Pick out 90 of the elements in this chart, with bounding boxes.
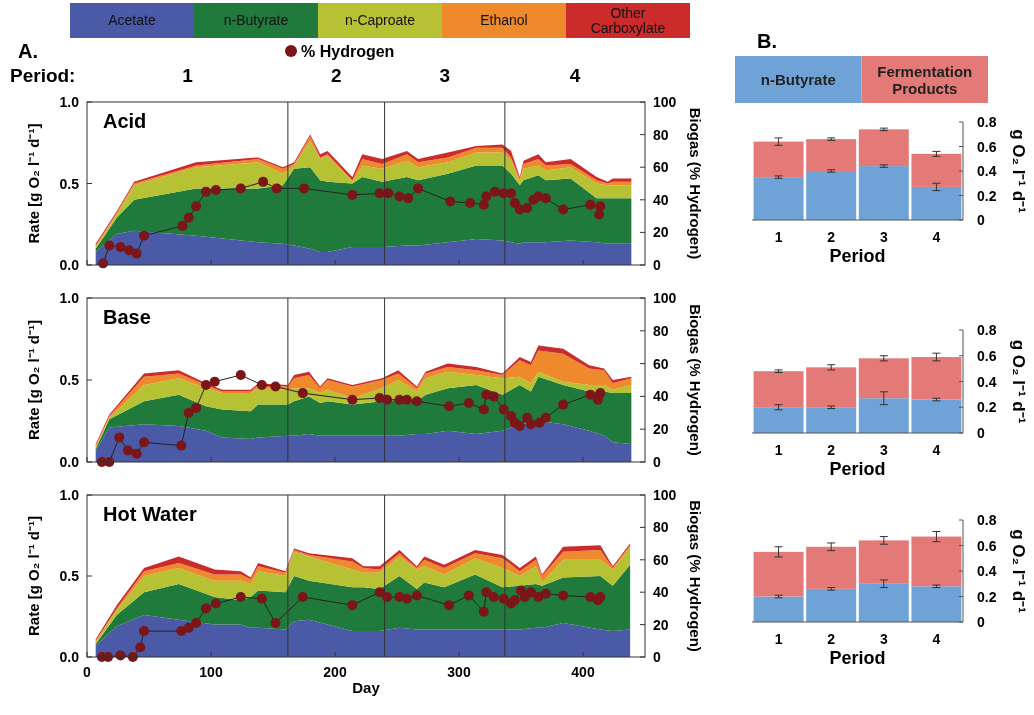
y-tick-label: 0.2 xyxy=(977,399,997,416)
y-tick-label: 0.6 xyxy=(977,138,997,155)
chart-title: Acid xyxy=(103,110,147,132)
y2-tick-label: 0 xyxy=(653,649,661,665)
x-tick-label: 100 xyxy=(199,664,223,680)
x-tick-label: 2 xyxy=(827,229,836,245)
x-tick-label: 0 xyxy=(83,664,92,680)
text: Period: xyxy=(10,65,76,86)
y-tick-label: 1.0 xyxy=(59,487,80,503)
legend-label: % Hydrogen xyxy=(301,43,395,60)
x-axis-title: Period xyxy=(829,246,886,266)
chart-title: Hot Water xyxy=(103,503,197,525)
text: 4 xyxy=(569,65,581,86)
y2-tick-label: 60 xyxy=(653,551,669,568)
y-tick-label: 0.0 xyxy=(59,454,80,470)
text: Acetate xyxy=(108,12,156,28)
y-tick-label: 0.5 xyxy=(59,372,80,388)
x-tick-label: 400 xyxy=(571,664,595,680)
y-tick-label: 0.6 xyxy=(977,347,997,364)
y-tick-label: 0.0 xyxy=(59,649,80,665)
y2-tick-label: 20 xyxy=(653,421,669,438)
y-tick-label: 0.5 xyxy=(59,175,80,192)
x-tick-label: 3 xyxy=(879,631,888,647)
y-tick-label: 0.5 xyxy=(59,568,80,584)
y-tick-label: 1.0 xyxy=(59,94,80,110)
x-tick-label: 1 xyxy=(774,442,783,458)
y2-tick-label: 40 xyxy=(653,191,669,208)
text: Ethanol xyxy=(480,12,528,28)
x-tick-label: 1 xyxy=(774,229,783,245)
x-axis-title: Period xyxy=(829,648,886,668)
y2-tick-label: 80 xyxy=(653,519,669,536)
x-tick-label: 3 xyxy=(879,442,888,458)
y-tick-label: 0.0 xyxy=(59,257,80,273)
y-tick-label: 0.8 xyxy=(977,322,997,338)
text: Fermentation Products xyxy=(877,63,973,97)
y-tick-label: 0.8 xyxy=(977,512,997,528)
y2-axis-title: Biogas (% Hydrogen) xyxy=(687,304,704,456)
text: 1 xyxy=(182,65,194,86)
chart-title: Base xyxy=(103,306,151,328)
y2-tick-label: 60 xyxy=(653,159,669,176)
x-tick-label: 2 xyxy=(827,631,836,647)
x-axis-title: Period xyxy=(829,459,886,479)
y-tick-label: 0.4 xyxy=(977,373,997,390)
y2-tick-label: 0 xyxy=(653,454,661,470)
text: n-Caproate xyxy=(344,12,416,28)
y-tick-label: 0 xyxy=(977,212,985,228)
y-axis-title: g O₂ l⁻¹ d⁻¹ xyxy=(1009,529,1028,614)
y-tick-label: 1.0 xyxy=(59,290,80,306)
y2-axis-title: Biogas (% Hydrogen) xyxy=(687,500,704,652)
text: n-Butyrate xyxy=(760,71,836,88)
y-tick-label: 0.6 xyxy=(977,537,997,554)
y2-tick-label: 40 xyxy=(653,584,669,601)
x-tick-label: 3 xyxy=(879,229,888,245)
text: 2 xyxy=(330,65,342,86)
y-tick-label: 0.8 xyxy=(977,114,997,130)
y2-tick-label: 100 xyxy=(653,94,677,110)
y2-tick-label: 20 xyxy=(653,616,669,633)
y-tick-label: 0.4 xyxy=(977,563,997,579)
y2-tick-label: 0 xyxy=(653,257,661,273)
x-tick-label: 300 xyxy=(447,664,471,680)
y-axis-title: Rate [g O₂ l⁻¹ d⁻¹] xyxy=(25,516,42,636)
y2-tick-label: 80 xyxy=(653,126,669,143)
text: 3 xyxy=(439,65,451,86)
x-tick-label: 1 xyxy=(774,631,783,647)
text: A. xyxy=(18,40,38,62)
y2-tick-label: 20 xyxy=(653,224,669,241)
x-tick-label: 4 xyxy=(932,442,941,458)
x-axis-title: Day xyxy=(352,679,381,696)
y2-tick-label: 100 xyxy=(653,487,677,503)
y-tick-label: 0.2 xyxy=(977,588,997,605)
y2-tick-label: 60 xyxy=(653,355,669,372)
x-tick-label: 2 xyxy=(827,442,836,458)
y2-tick-label: 40 xyxy=(653,388,669,405)
y2-tick-label: 80 xyxy=(653,322,669,339)
y-axis-title: g O₂ l⁻¹ d⁻¹ xyxy=(1009,339,1028,424)
x-tick-label: 200 xyxy=(323,664,347,680)
x-tick-label: 4 xyxy=(932,631,941,647)
text: Other Carboxylate xyxy=(590,5,666,36)
y-axis-title: Rate [g O₂ l⁻¹ d⁻¹] xyxy=(25,320,42,440)
text: B. xyxy=(757,30,777,52)
y-tick-label: 0 xyxy=(977,614,985,630)
y-tick-label: 0.2 xyxy=(977,187,997,204)
y-axis-title: g O₂ l⁻¹ d⁻¹ xyxy=(1009,129,1028,214)
y2-axis-title: Biogas (% Hydrogen) xyxy=(687,107,704,260)
y-axis-title: Rate [g O₂ l⁻¹ d⁻¹] xyxy=(25,123,42,244)
y-tick-label: 0 xyxy=(977,425,985,441)
y-tick-label: 0.4 xyxy=(977,163,997,179)
x-tick-label: 4 xyxy=(932,229,941,245)
y2-tick-label: 100 xyxy=(653,290,677,306)
text: n-Butyrate xyxy=(223,12,289,28)
